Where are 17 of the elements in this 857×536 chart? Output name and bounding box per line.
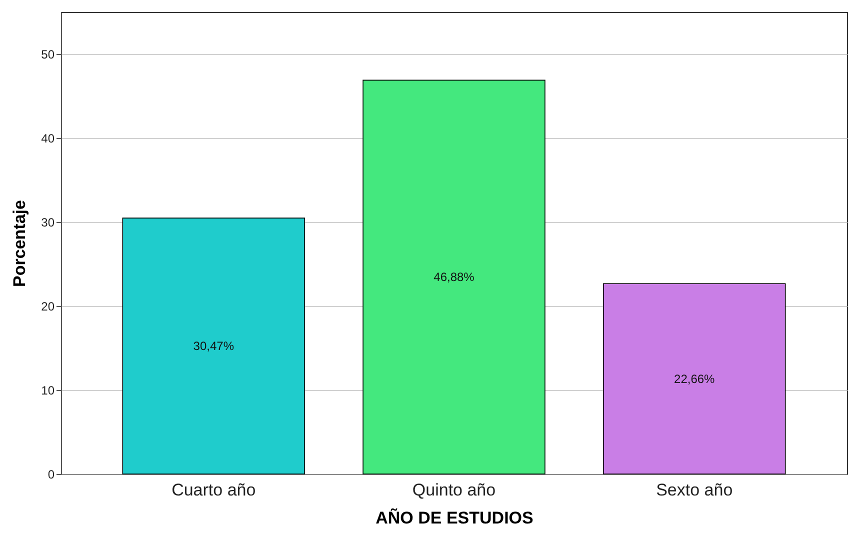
data-label: 46,88% bbox=[434, 270, 475, 284]
bar bbox=[122, 218, 305, 474]
x-tick-label: Quinto año bbox=[412, 480, 496, 500]
y-tick-label: 20 bbox=[41, 300, 55, 314]
y-axis-title: Porcentaje bbox=[10, 200, 30, 287]
x-axis-title: AÑO DE ESTUDIOS bbox=[376, 508, 534, 528]
y-tick-label: 50 bbox=[41, 48, 55, 62]
data-label: 30,47% bbox=[193, 339, 234, 354]
x-tick-label: Sexto año bbox=[656, 480, 733, 500]
x-tick-label: Cuarto año bbox=[172, 480, 256, 500]
y-tick-label: 10 bbox=[41, 384, 55, 398]
y-tick-label: 0 bbox=[48, 468, 55, 482]
y-tick-label: 40 bbox=[41, 132, 55, 146]
data-label: 22,66% bbox=[674, 372, 716, 386]
bar bbox=[362, 80, 546, 474]
bar bbox=[603, 283, 786, 474]
y-tick-label: 30 bbox=[41, 216, 55, 230]
